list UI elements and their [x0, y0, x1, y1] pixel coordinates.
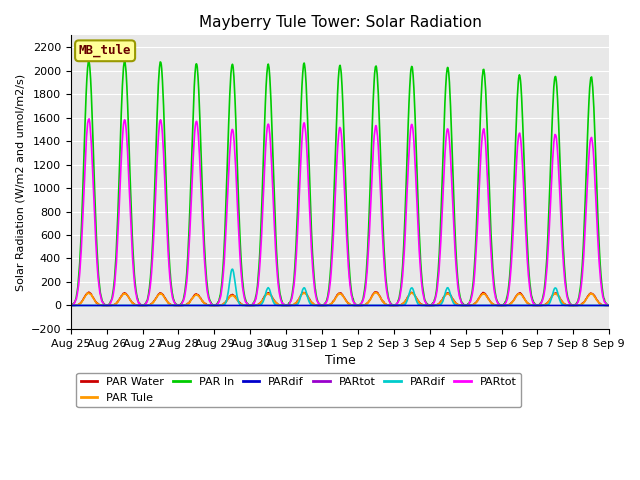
PAR Tule — [495, 302, 502, 308]
Y-axis label: Solar Radiation (W/m2 and umol/m2/s): Solar Radiation (W/m2 and umol/m2/s) — [15, 73, 25, 291]
PARdif — [187, 302, 195, 308]
PAR Tule — [542, 301, 550, 307]
PAR Tule — [605, 302, 613, 308]
X-axis label: Time: Time — [324, 354, 355, 367]
PARdif — [67, 302, 75, 308]
PARdif — [605, 302, 613, 308]
PAR Water — [371, 289, 379, 295]
PAR Tule — [372, 289, 380, 295]
PAR Water — [173, 302, 181, 308]
PAR Water — [542, 301, 550, 307]
PARdif — [494, 302, 502, 308]
PARtot — [424, 302, 431, 308]
PARdif — [424, 302, 431, 308]
Legend: PAR Water, PAR Tule, PAR In, PARdif, PARtot, PARdif, PARtot: PAR Water, PAR Tule, PAR In, PARdif, PAR… — [76, 372, 521, 407]
PARdif — [173, 302, 181, 308]
PAR Tule — [211, 302, 218, 308]
PARdif — [605, 302, 613, 308]
PARtot — [605, 302, 613, 308]
PAR In — [67, 302, 75, 308]
PAR In — [541, 273, 549, 278]
PARdif — [228, 266, 236, 272]
PARtot — [85, 116, 93, 122]
PARdif — [247, 302, 255, 308]
PAR In — [174, 302, 182, 308]
PAR Tule — [173, 302, 181, 308]
PAR In — [494, 300, 502, 306]
PAR Water — [247, 302, 255, 308]
PARdif — [424, 302, 431, 308]
PARtot — [494, 300, 502, 306]
Line: PARdif: PARdif — [71, 269, 609, 305]
PAR In — [85, 58, 93, 64]
Text: MB_tule: MB_tule — [79, 44, 131, 58]
PAR Water — [605, 302, 613, 308]
PARdif — [67, 302, 75, 308]
PARtot — [541, 280, 549, 286]
PAR Water — [495, 302, 502, 308]
PARdif — [173, 302, 181, 308]
Line: PAR Tule: PAR Tule — [71, 292, 609, 305]
PAR In — [247, 302, 255, 308]
PAR In — [187, 177, 195, 183]
PAR Tule — [187, 298, 195, 304]
PARdif — [187, 302, 195, 308]
PARdif — [494, 302, 502, 308]
PAR Water — [211, 302, 218, 308]
PAR Tule — [67, 302, 75, 308]
PAR In — [605, 302, 613, 308]
PAR In — [424, 301, 431, 307]
Line: PAR In: PAR In — [71, 61, 609, 305]
PARtot — [174, 302, 182, 308]
PARtot — [67, 302, 75, 308]
PARdif — [247, 302, 255, 308]
PAR Water — [67, 302, 75, 308]
PAR Tule — [247, 302, 255, 308]
PARdif — [541, 302, 549, 308]
PARtot — [187, 207, 195, 213]
PAR Water — [187, 298, 195, 303]
Title: Mayberry Tule Tower: Solar Radiation: Mayberry Tule Tower: Solar Radiation — [198, 15, 481, 30]
PARdif — [541, 302, 549, 308]
PAR Water — [424, 302, 432, 308]
Line: PARtot: PARtot — [71, 119, 609, 305]
PAR Tule — [424, 302, 432, 308]
PARtot — [247, 302, 255, 308]
Line: PAR Water: PAR Water — [71, 292, 609, 305]
